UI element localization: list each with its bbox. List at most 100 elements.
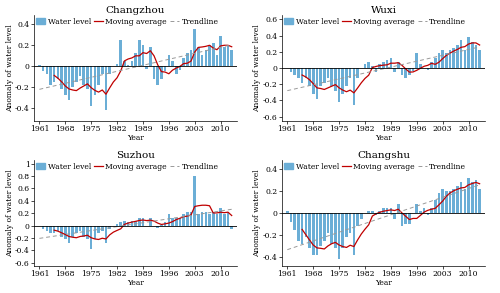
Bar [186,53,188,66]
Bar [201,55,203,66]
Bar [82,66,85,85]
Bar [423,208,426,213]
Bar [304,68,307,78]
Bar [208,214,211,226]
Bar [149,47,152,66]
Bar [142,45,144,66]
Bar [178,218,181,226]
X-axis label: Year: Year [375,134,392,142]
Bar [127,222,130,226]
Bar [60,226,63,237]
Bar [352,213,355,255]
Bar [226,212,230,226]
Bar [116,64,118,66]
Bar [448,50,452,68]
Bar [464,50,466,68]
Bar [312,213,314,255]
Bar [104,66,108,110]
Bar [320,68,322,86]
Bar [175,218,178,226]
X-axis label: Year: Year [375,280,392,287]
Bar [212,43,214,66]
Bar [394,68,396,72]
Bar [352,68,355,105]
Bar [375,213,378,215]
Bar [445,53,448,68]
Bar [98,226,100,233]
Bar [86,226,89,239]
Bar [90,66,92,106]
Bar [212,212,214,226]
Bar [42,226,44,229]
Title: Wuxi: Wuxi [370,6,396,15]
Bar [467,37,470,68]
Bar [330,213,333,244]
Bar [294,213,296,230]
Bar [120,222,122,226]
Bar [419,64,422,68]
Bar [101,66,103,74]
Bar [98,66,100,85]
Bar [86,66,89,89]
Bar [75,66,78,82]
Bar [108,66,111,74]
Bar [301,68,304,83]
Bar [160,225,162,226]
Bar [378,64,381,68]
Bar [138,40,140,66]
Bar [127,65,130,66]
Bar [75,226,78,233]
Bar [404,68,407,78]
Title: Suzhou: Suzhou [116,151,155,160]
Bar [142,218,144,226]
Bar [342,213,344,248]
Bar [297,68,300,78]
Bar [72,66,74,87]
Bar [79,226,82,231]
Bar [419,211,422,213]
Bar [386,60,388,68]
Bar [397,205,400,213]
Bar [68,226,70,243]
Bar [156,226,159,228]
Bar [471,183,474,213]
Bar [460,40,462,68]
Bar [452,189,455,213]
Bar [345,68,348,86]
Bar [79,66,82,76]
Bar [49,66,52,85]
Bar [456,186,458,213]
Bar [223,214,226,226]
Bar [334,213,336,248]
Bar [416,205,418,213]
Bar [430,62,433,68]
Bar [220,208,222,226]
Bar [197,214,200,226]
Bar [223,47,226,66]
Bar [330,68,333,86]
Bar [64,226,66,239]
Bar [297,213,300,241]
Bar [46,226,48,231]
Bar [194,29,196,66]
Bar [138,218,140,226]
Bar [474,45,477,68]
Bar [171,61,174,66]
Bar [442,50,444,68]
Bar [94,226,96,239]
Bar [168,55,170,66]
Bar [471,42,474,68]
Bar [438,53,440,68]
Bar [216,55,218,66]
Y-axis label: Anomaly of water level: Anomaly of water level [6,169,14,257]
Bar [345,213,348,237]
Bar [442,189,444,213]
Bar [120,40,122,66]
Bar [464,189,466,213]
Bar [186,212,188,226]
Bar [230,50,233,66]
Bar [474,180,477,213]
Bar [290,68,292,72]
Bar [304,213,307,237]
Bar [197,47,200,66]
